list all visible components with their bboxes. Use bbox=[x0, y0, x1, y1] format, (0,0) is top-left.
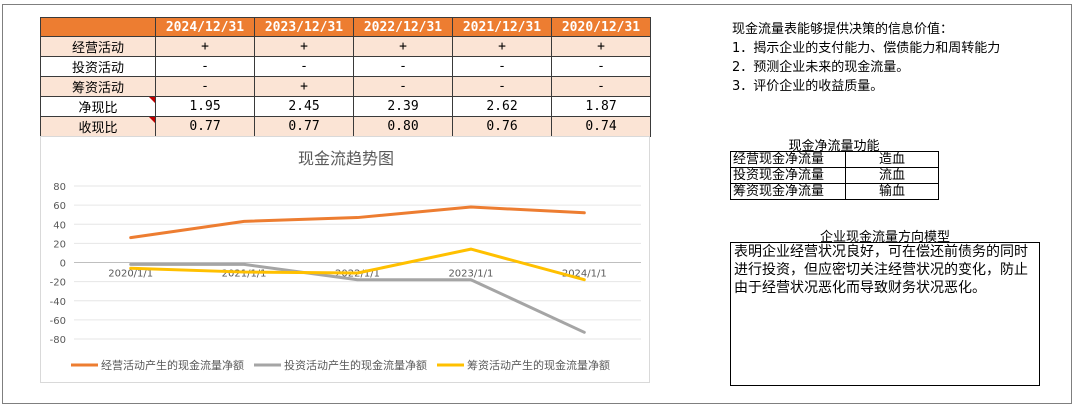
y-tick-label: 0 bbox=[60, 259, 66, 270]
table-cell[interactable]: - bbox=[353, 76, 453, 97]
year-header[interactable]: 2022/12/31 bbox=[353, 17, 453, 37]
table-row: 筹资现金净流量 输血 bbox=[730, 183, 939, 200]
table-cell[interactable]: - bbox=[254, 56, 354, 77]
table-cell[interactable]: 1.95 bbox=[155, 96, 255, 117]
y-tick-label: 20 bbox=[53, 239, 66, 250]
table-cell[interactable]: 0.76 bbox=[452, 116, 552, 137]
model-title: 企业现金流量方向模型 bbox=[819, 230, 950, 245]
table-row: 经营现金净流量 造血 bbox=[730, 151, 939, 168]
model-textbox[interactable]: 表明企业经营状况良好，可在偿还前债务的同时进行投资，但应密切关注经营状况的变化，… bbox=[730, 242, 1040, 386]
table-cell[interactable]: 经营现金净流量 bbox=[730, 151, 846, 168]
series-line bbox=[129, 247, 586, 282]
legend-label: 筹资活动产生的现金流量净额 bbox=[467, 358, 610, 372]
year-header[interactable]: 2020/12/31 bbox=[551, 17, 651, 37]
x-tick-label: 2023/1/1 bbox=[448, 269, 493, 280]
x-tick-label: 2020/1/1 bbox=[108, 269, 153, 280]
x-tick-label: 2024/1/1 bbox=[562, 269, 607, 280]
year-header[interactable]: 2024/12/31 bbox=[155, 17, 255, 37]
table-cell[interactable]: - bbox=[452, 76, 552, 97]
table-cell[interactable]: - bbox=[155, 76, 255, 97]
table-cell[interactable]: 0.77 bbox=[254, 116, 354, 137]
x-tick-label: 2021/1/1 bbox=[222, 269, 267, 280]
chart-title: 现金流趋势图 bbox=[298, 149, 394, 168]
y-tick-label: 80 bbox=[53, 182, 66, 193]
row-label[interactable]: 净现比 bbox=[40, 96, 156, 117]
row-label[interactable]: 投资活动 bbox=[40, 56, 156, 77]
table-cell[interactable]: 0.77 bbox=[155, 116, 255, 137]
chart-canvas: 现金流趋势图 80 60 40 20 0 -20 -40 -60 -80 2020/1/1 2021/… bbox=[50, 149, 641, 372]
series-line bbox=[129, 205, 586, 240]
table-cell[interactable]: - bbox=[155, 56, 255, 77]
table-cell[interactable]: 0.80 bbox=[353, 116, 453, 137]
table-cell[interactable]: 0.74 bbox=[551, 116, 651, 137]
info-heading: 现金流量表能够提供决策的信息价值： bbox=[732, 22, 954, 37]
table-cell[interactable]: 1.87 bbox=[551, 96, 651, 117]
info-item: 3．评价企业的收益质量。 bbox=[732, 79, 884, 94]
y-tick-label: -60 bbox=[50, 316, 66, 327]
sheet-frame bbox=[2, 4, 1072, 404]
legend-label: 投资活动产生的现金流量净额 bbox=[284, 358, 427, 372]
series-line bbox=[129, 262, 586, 334]
table-row: 投资活动 - - - - - bbox=[40, 56, 651, 77]
cash-flow-ratio-table: 2024/12/31 2023/12/31 2022/12/31 2021/12… bbox=[40, 17, 651, 137]
table-row: 筹资活动 - + - - - bbox=[40, 76, 651, 97]
year-header[interactable]: 2021/12/31 bbox=[452, 17, 552, 37]
table-cell[interactable]: 投资现金净流量 bbox=[730, 167, 846, 184]
table-cell[interactable]: + bbox=[551, 36, 651, 57]
table-cell[interactable]: + bbox=[254, 36, 354, 57]
info-item: 1．揭示企业的支付能力、偿债能力和周转能力 bbox=[732, 41, 1001, 56]
row-label[interactable]: 经营活动 bbox=[40, 36, 156, 57]
table-cell[interactable]: - bbox=[353, 56, 453, 77]
table-cell[interactable]: + bbox=[155, 36, 255, 57]
function-table-title: 现金净流量功能 bbox=[788, 139, 880, 154]
header-corner-cell[interactable] bbox=[40, 17, 156, 37]
row-label[interactable]: 收现比 bbox=[40, 116, 156, 137]
y-tick-label: -20 bbox=[50, 278, 66, 289]
table-cell[interactable]: + bbox=[254, 76, 354, 97]
table-cell[interactable]: 2.39 bbox=[353, 96, 453, 117]
info-notes: 现金流量表能够提供决策的信息价值： 1．揭示企业的支付能力、偿债能力和周转能力 … bbox=[732, 20, 1000, 96]
cash-function-table: 经营现金净流量 造血 投资现金净流量 流血 筹资现金净流量 输血 bbox=[730, 151, 939, 200]
table-cell[interactable]: - bbox=[551, 76, 651, 97]
y-tick-label: -40 bbox=[50, 297, 66, 308]
table-cell[interactable]: - bbox=[551, 56, 651, 77]
table-row: 净现比 1.95 2.45 2.39 2.62 1.87 bbox=[40, 96, 651, 117]
row-label[interactable]: 筹资活动 bbox=[40, 76, 156, 97]
table-cell[interactable]: 筹资现金净流量 bbox=[730, 183, 846, 200]
table-row: 投资现金净流量 流血 bbox=[730, 167, 939, 184]
table-cell[interactable]: - bbox=[452, 56, 552, 77]
table-row: 经营活动 + + + + + bbox=[40, 36, 651, 57]
y-tick-label: 40 bbox=[53, 220, 66, 231]
table-row: 收现比 0.77 0.77 0.80 0.76 0.74 bbox=[40, 116, 651, 137]
table-cell[interactable]: 流血 bbox=[845, 167, 939, 184]
y-tick-label: -80 bbox=[50, 335, 66, 346]
table-cell[interactable]: + bbox=[452, 36, 552, 57]
table-cell[interactable]: 输血 bbox=[845, 183, 939, 200]
table-cell[interactable]: 2.62 bbox=[452, 96, 552, 117]
year-header[interactable]: 2023/12/31 bbox=[254, 17, 354, 37]
info-item: 2．预测企业未来的现金流量。 bbox=[732, 60, 910, 75]
legend-label: 经营活动产生的现金流量净额 bbox=[101, 358, 244, 372]
y-tick-label: 60 bbox=[53, 201, 66, 212]
header-row: 2024/12/31 2023/12/31 2022/12/31 2021/12… bbox=[40, 17, 651, 37]
table-cell[interactable]: 造血 bbox=[845, 151, 939, 168]
table-cell[interactable]: + bbox=[353, 36, 453, 57]
table-cell[interactable]: 2.45 bbox=[254, 96, 354, 117]
cash-flow-trend-chart[interactable]: 现金流趋势图 80 60 40 20 0 -20 -40 -60 -80 2020/1/1 2021/… bbox=[40, 136, 650, 383]
